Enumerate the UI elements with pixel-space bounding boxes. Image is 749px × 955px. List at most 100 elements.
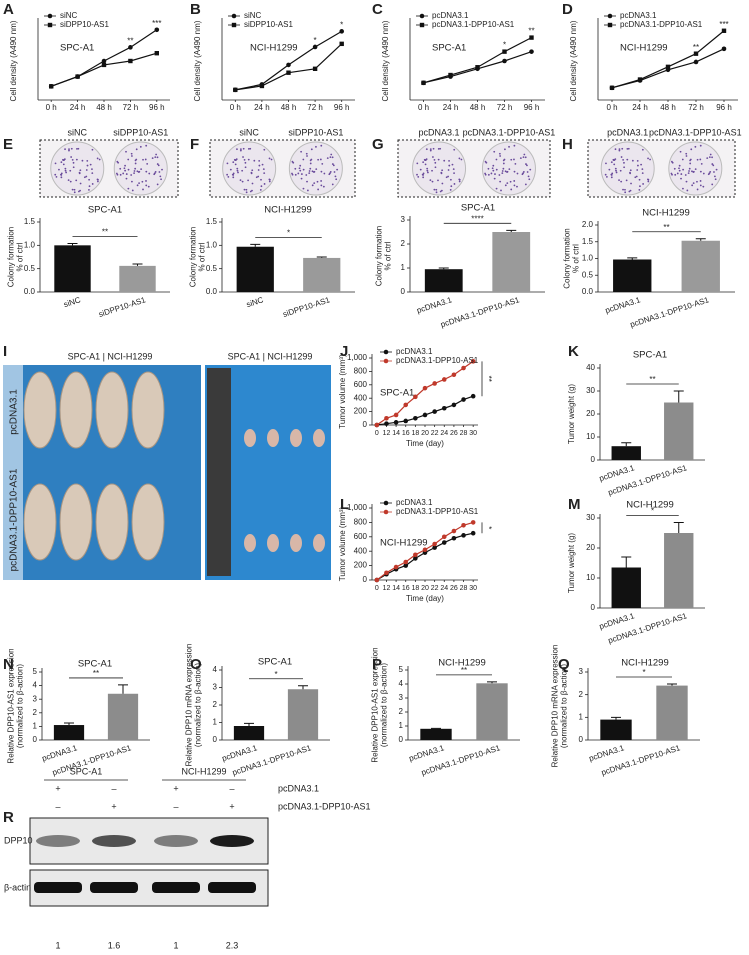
colony [685, 180, 688, 183]
y-axis-label: Tumor weight (g) [567, 384, 576, 445]
colony [711, 183, 714, 186]
y-tick-label: 0 [363, 575, 368, 584]
panel-letter: J [340, 343, 348, 360]
mouse [95, 483, 129, 561]
colony [642, 183, 645, 185]
colony [68, 149, 70, 152]
y-tick-label: 30 [586, 386, 595, 395]
colony [72, 161, 75, 164]
colony [144, 158, 147, 161]
x-tick-label: 96 h [716, 103, 732, 112]
x-tick-label: siNC [62, 295, 81, 309]
point [259, 83, 265, 89]
colony [131, 155, 133, 157]
point [432, 409, 437, 414]
panel-letter: R [3, 809, 14, 826]
y-tick-label: 2 [579, 690, 584, 699]
colony [229, 168, 232, 171]
error-bar [298, 685, 308, 690]
colony [422, 161, 425, 164]
colony [239, 149, 242, 152]
colony [487, 173, 490, 176]
y-tick-label: 0.5 [582, 270, 594, 279]
colony [329, 170, 332, 173]
colony [226, 162, 229, 165]
colony [624, 188, 626, 191]
plate-label: siNC [68, 127, 88, 137]
panel-letter: P [372, 656, 382, 673]
condition-sign: + [173, 783, 178, 793]
colony [506, 171, 508, 173]
colony [316, 180, 319, 183]
colony [432, 156, 434, 158]
colony [329, 156, 332, 158]
y-tick-label: 1 [579, 712, 584, 721]
colony [460, 158, 463, 161]
y-tick-label: 3 [579, 667, 584, 676]
colony [73, 188, 76, 191]
colony [678, 164, 681, 167]
y-tick-label: 20 [586, 543, 595, 552]
colony [309, 162, 312, 165]
row-label: pcDNA3.1 [9, 389, 20, 435]
colony [510, 188, 513, 191]
dpp10-band [92, 835, 136, 847]
condition-sign: – [173, 801, 178, 811]
colony [244, 161, 247, 164]
colony [453, 183, 456, 185]
colony [147, 185, 150, 188]
panel-letter: E [3, 136, 13, 153]
colony [527, 175, 530, 178]
significance: ** [663, 223, 669, 232]
y-axis-label: Colony formation [7, 227, 16, 287]
colony [513, 180, 516, 182]
bar [664, 533, 694, 608]
colony [262, 168, 265, 171]
mouse [59, 371, 93, 449]
point [231, 13, 237, 19]
colony [681, 158, 684, 161]
colony [138, 182, 140, 184]
colony [499, 180, 502, 183]
colony [71, 188, 74, 191]
error-bar [621, 556, 632, 568]
colony [153, 172, 156, 175]
colony [151, 157, 154, 160]
chart-title: NCI-H1299 [642, 208, 690, 219]
x-tick-label: 48 h [660, 103, 676, 112]
colony [647, 157, 649, 160]
colony [678, 167, 680, 170]
colony [629, 171, 631, 174]
colony [708, 156, 711, 158]
colony [247, 147, 250, 150]
blot-label: DPP10 [4, 835, 33, 845]
colony [624, 191, 627, 194]
colony [610, 161, 613, 164]
error-bar [621, 442, 632, 447]
significance: * [314, 36, 317, 45]
error-bar [64, 722, 74, 726]
x-tick-label: pcDNA3.1 [604, 295, 642, 315]
colony [711, 163, 714, 165]
point [403, 402, 409, 408]
y-axis-label: Relative DPP10 mRNA expression [185, 644, 194, 767]
colony [523, 153, 526, 156]
colony [626, 147, 629, 150]
colony [69, 180, 72, 183]
colony [439, 147, 442, 150]
colony [302, 168, 305, 171]
legend-label: siDPP10-AS1 [244, 20, 293, 29]
colony [131, 180, 133, 183]
x-tick-label: 30 [469, 585, 477, 592]
colony [299, 164, 302, 167]
colony [447, 175, 449, 178]
error-bar [673, 390, 684, 403]
group-label: SPC-A1 [70, 766, 103, 776]
colony [145, 184, 148, 187]
y-tick-label: 1.5 [582, 237, 594, 246]
colony [60, 174, 63, 176]
y-tick-label: 1,000 [347, 503, 368, 512]
point [721, 28, 727, 33]
colony [630, 182, 632, 185]
panel-letter: Q [558, 656, 570, 673]
